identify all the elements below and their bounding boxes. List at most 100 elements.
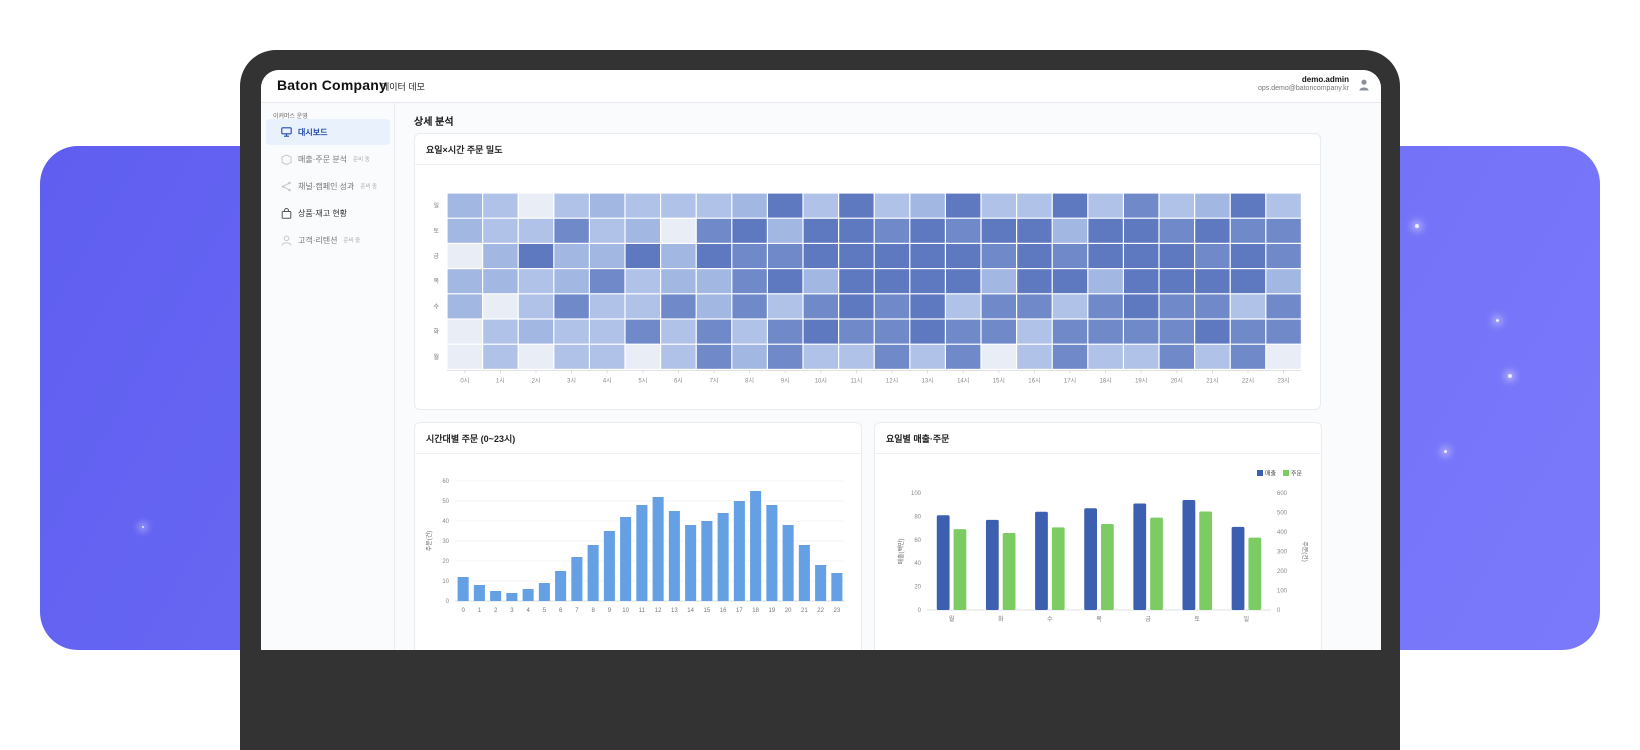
bar-sales — [1035, 511, 1048, 610]
heatmap-cell — [483, 269, 518, 294]
x-tick-label: 18 — [752, 608, 759, 614]
bar — [668, 511, 680, 601]
y-tick-label: 0 — [918, 608, 922, 614]
heatmap-cell — [946, 218, 981, 243]
heatmap-cell — [696, 319, 732, 344]
heatmap-cell — [803, 294, 838, 319]
bar — [750, 491, 762, 601]
heatmap-cell — [803, 344, 838, 369]
heatmap-cell — [590, 244, 625, 268]
sidebar-item-label: 상품·재고 현황 — [298, 208, 348, 218]
heatmap-cell — [1266, 344, 1301, 369]
x-tick-label: 1 — [478, 608, 482, 614]
heatmap-cell — [768, 319, 803, 344]
heatmap-cell — [696, 344, 732, 369]
heatmap-cell — [839, 344, 874, 369]
heatmap-cell — [1052, 319, 1088, 344]
y2-axis-label: 주문(건) — [1301, 541, 1309, 562]
heatmap-hour-label: 15시 — [993, 377, 1005, 384]
heatmap-cell — [1266, 269, 1301, 294]
share-icon — [280, 180, 292, 192]
user-email: ops.demo@batoncompany.kr — [1257, 85, 1349, 92]
sidebar-item-channel-campaign[interactable]: 채널·캠페인 성과 준비 중 — [266, 173, 390, 199]
weekday-chart-title: 요일별 매출·주문 — [886, 434, 950, 444]
page-title: 상세 분석 — [414, 117, 454, 128]
y-tick-label: 20 — [442, 559, 449, 565]
bar-sales — [985, 519, 999, 610]
heatmap-cell — [1017, 319, 1052, 344]
heatmap-cell — [839, 218, 874, 243]
heatmap-cell — [874, 244, 910, 268]
heatmap-cell — [839, 244, 874, 268]
heatmap-cell — [518, 269, 554, 294]
heatmap-cell — [981, 319, 1016, 344]
y2-tick-label: 200 — [1277, 569, 1288, 575]
heatmap-hour-label: 11시 — [851, 377, 863, 384]
heatmap-cell — [590, 193, 625, 218]
bar — [733, 501, 745, 601]
heatmap-cell — [661, 244, 696, 268]
x-tick-label: 19 — [769, 608, 776, 614]
y-tick-label: 10 — [442, 579, 449, 585]
heatmap-cell — [1195, 193, 1230, 218]
heatmap-hour-label: 23시 — [1277, 377, 1289, 384]
heatmap-day-label: 수 — [433, 303, 439, 310]
heatmap-hour-label: 6시 — [674, 377, 683, 384]
top-bar: Baton Company 데이터 데모 demo.admin ops.demo… — [261, 70, 1381, 103]
sidebar-item-dashboard[interactable]: 대시보드 — [266, 119, 390, 145]
heatmap-hour-label: 0시 — [460, 377, 469, 384]
heatmap-cell — [1159, 244, 1194, 268]
hourly-chart-title: 시간대별 주문 (0~23시) — [426, 434, 516, 444]
heatmap-hour-label: 9시 — [781, 377, 790, 384]
heatmap-cell — [732, 294, 767, 319]
heatmap-title: 요일×시간 주문 밀도 — [426, 145, 503, 155]
heatmap-cell — [1159, 294, 1194, 319]
heatmap-cell — [590, 294, 625, 319]
logo[interactable]: Baton Company — [277, 77, 387, 93]
heatmap-cell — [874, 319, 910, 344]
y2-tick-label: 300 — [1277, 550, 1288, 556]
heatmap-cell — [447, 218, 482, 243]
heatmap-cell — [732, 218, 767, 243]
user-info[interactable]: demo.admin ops.demo@batoncompany.kr — [1258, 75, 1349, 92]
heatmap-cell — [483, 319, 518, 344]
heatmap-cell — [518, 218, 554, 243]
heatmap-cell — [554, 294, 589, 319]
heatmap-cell — [1266, 294, 1301, 319]
heatmap-cell — [981, 294, 1016, 319]
heatmap-hour-label: 7시 — [710, 377, 719, 384]
sparkle-decoration — [1508, 374, 1512, 378]
heatmap-cell — [590, 319, 625, 344]
heatmap-cell — [1266, 193, 1301, 218]
heatmap-cell — [910, 218, 945, 243]
user-avatar-icon[interactable] — [1359, 79, 1369, 91]
heatmap-hour-label: 1시 — [496, 377, 505, 384]
heatmap-cell — [981, 193, 1016, 218]
sidebar-item-sales-orders[interactable]: 매출·주문 분석 준비 중 — [266, 146, 390, 172]
bar-sales — [1231, 526, 1245, 610]
heatmap-cell — [1266, 244, 1301, 268]
bar-orders — [1002, 532, 1016, 610]
x-tick-label: 월 — [949, 615, 955, 623]
heatmap-day-label: 목 — [433, 278, 439, 285]
heatmap-cell — [1195, 269, 1230, 294]
heatmap-cell — [518, 344, 554, 369]
heatmap-cell — [1088, 244, 1123, 268]
bar — [555, 571, 567, 601]
heatmap-cell — [910, 344, 945, 369]
heatmap-cell — [483, 218, 518, 243]
app-screen: Baton Company 데이터 데모 demo.admin ops.demo… — [261, 70, 1381, 650]
sidebar-item-product-inventory[interactable]: 상품·재고 현황 — [266, 200, 390, 226]
x-tick-label: 0 — [461, 608, 465, 614]
x-tick-label: 5 — [543, 608, 547, 614]
y-tick-label: 0 — [446, 599, 450, 605]
y2-tick-label: 100 — [1277, 589, 1288, 595]
heatmap-cell — [803, 193, 838, 218]
heatmap-cell — [803, 244, 838, 268]
heatmap-cell — [839, 294, 874, 319]
sidebar-item-customer-retention[interactable]: 고객·리텐션 준비 중 — [266, 227, 390, 253]
sidebar-item-label: 고객·리텐션 — [298, 235, 338, 245]
heatmap-cell — [661, 269, 696, 294]
bag-icon — [280, 207, 292, 219]
y-tick-label: 100 — [911, 491, 922, 497]
